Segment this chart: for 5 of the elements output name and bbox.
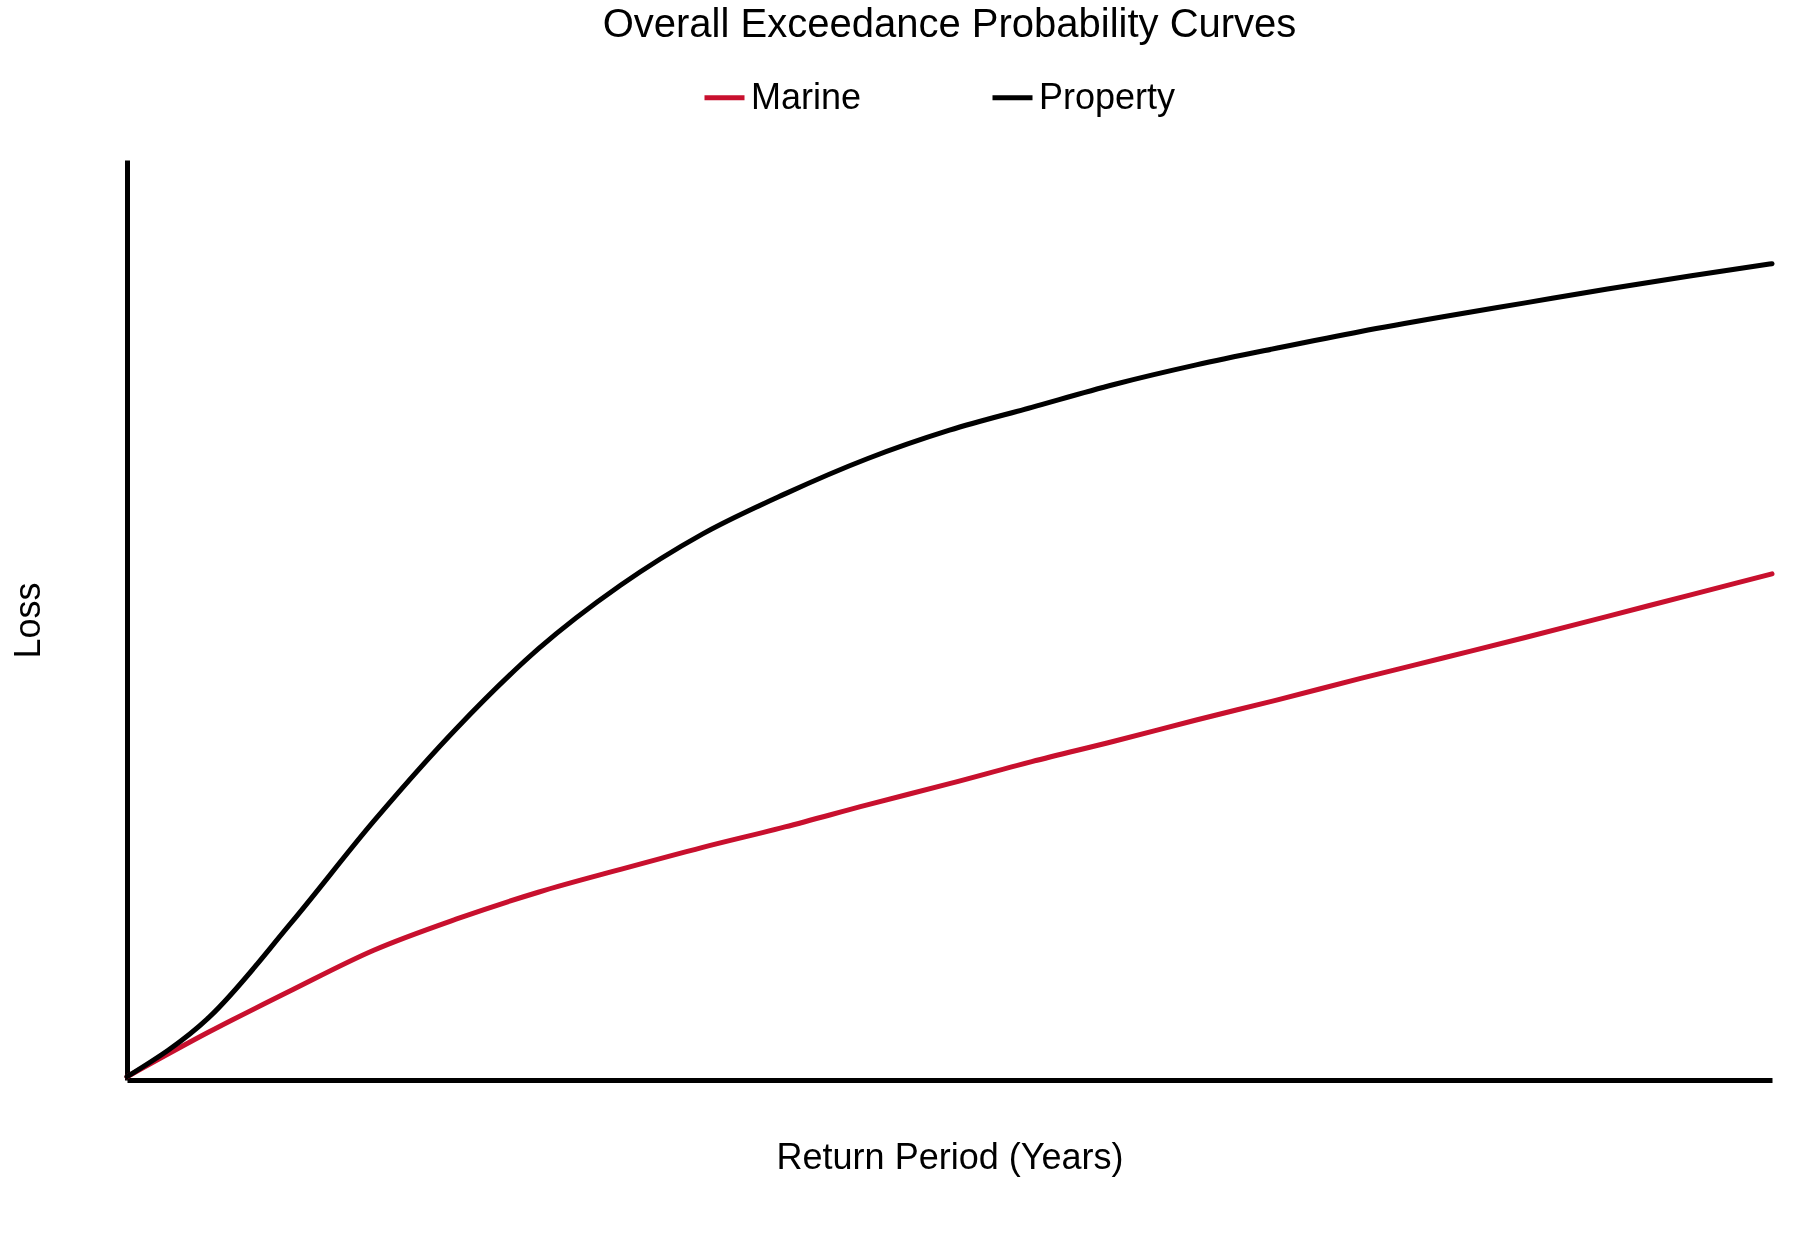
x-axis-title: Return Period (Years) — [776, 1135, 1124, 1177]
chart-title: Overall Exceedance Probability Curves — [602, 1, 1297, 45]
legend-label: Marine — [751, 75, 862, 117]
legend-label: Property — [1039, 75, 1176, 117]
y-axis-title: Loss — [6, 582, 48, 659]
